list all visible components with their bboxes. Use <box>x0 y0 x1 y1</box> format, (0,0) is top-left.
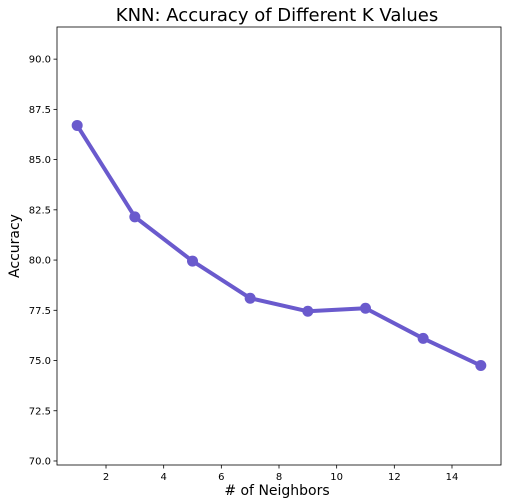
data-point <box>475 360 487 372</box>
data-point <box>417 332 429 344</box>
y-tick-label: 82.5 <box>29 205 51 216</box>
chart-title: KNN: Accuracy of Different K Values <box>116 5 438 26</box>
y-tick-label: 75.0 <box>29 356 51 367</box>
y-tick-label: 70.0 <box>29 456 51 467</box>
y-tick-label: 72.5 <box>29 406 51 417</box>
x-tick-label: 8 <box>276 472 282 483</box>
x-axis-label: # of Neighbors <box>224 483 329 499</box>
x-tick-label: 6 <box>218 472 224 483</box>
y-tick-label: 85.0 <box>29 155 51 166</box>
y-tick-label: 90.0 <box>29 55 51 66</box>
data-point <box>359 302 371 314</box>
plot-area <box>71 119 487 372</box>
y-tick-label: 87.5 <box>29 105 51 116</box>
plot-frame <box>56 26 502 466</box>
data-point <box>244 292 256 304</box>
x-tick-label: 12 <box>388 472 401 483</box>
series-line <box>75 123 483 368</box>
x-tick-label: 2 <box>103 472 109 483</box>
y-tick-label: 77.5 <box>29 306 51 317</box>
data-point <box>71 119 83 131</box>
x-tick-label: 4 <box>160 472 166 483</box>
x-axis: 2 4 6 8 10 12 14 <box>103 465 459 483</box>
y-axis: 70.0 72.5 75.0 77.5 80.0 82.5 85.0 87.5 90.0 <box>29 55 57 467</box>
data-point <box>302 305 314 317</box>
x-tick-label: 14 <box>446 472 459 483</box>
y-axis-label: Accuracy <box>7 214 23 278</box>
x-tick-label: 10 <box>330 472 343 483</box>
data-point <box>187 255 199 267</box>
y-tick-label: 80.0 <box>29 256 51 267</box>
data-point <box>129 211 141 223</box>
